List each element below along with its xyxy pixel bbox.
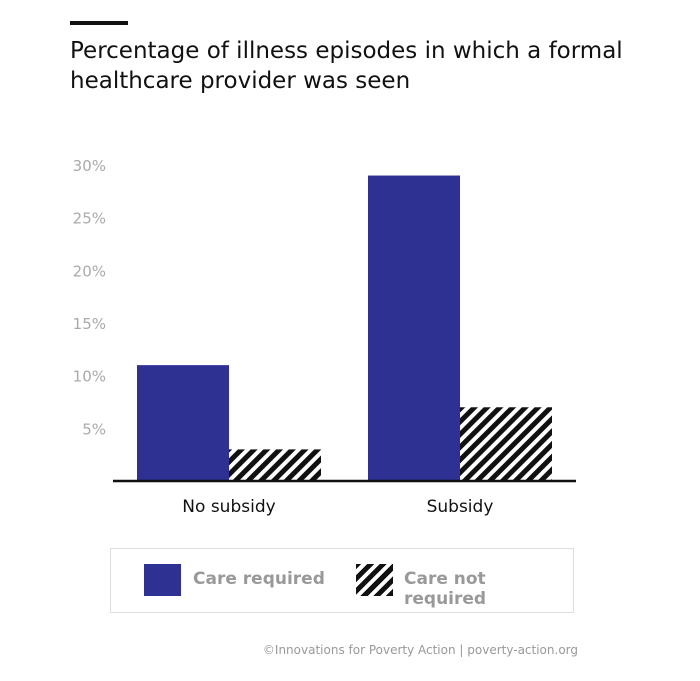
y-tick-label: 30% [73,157,106,175]
legend-label-care-required: Care required [193,569,325,589]
y-tick-label: 25% [73,210,106,228]
legend-swatch-care-required [144,564,181,596]
y-tick-label: 5% [82,420,106,438]
bar-care-not-required [460,407,552,481]
y-tick-label: 20% [73,262,106,280]
plot-area: 5% 10% 15% 20% 25% 30% No subsidy Subsidy [73,157,576,517]
bar-care-not-required [229,449,321,481]
legend-swatch-care-not-required [356,564,393,596]
credit-text: ©Innovations for Poverty Action | povert… [262,643,578,657]
chart-title: Percentage of illness episodes in which … [70,38,623,94]
bar-care-required [137,365,229,481]
title-accent-line [70,21,128,25]
y-tick-label: 10% [73,368,106,386]
y-tick-label: 15% [73,315,106,333]
x-tick-label: Subsidy [427,497,494,517]
x-tick-label: No subsidy [182,497,275,517]
legend: Care required Care not required [110,548,574,613]
bar-care-required [368,175,460,482]
legend-label-care-not-required: Care not required [404,569,487,609]
